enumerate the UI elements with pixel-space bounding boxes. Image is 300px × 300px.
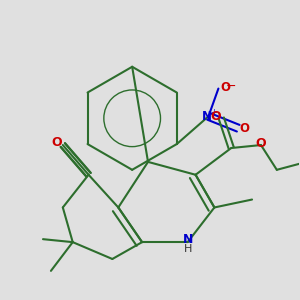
Text: −: −	[226, 80, 236, 93]
Text: O: O	[211, 110, 221, 123]
Text: N: N	[202, 110, 212, 123]
Text: O: O	[239, 122, 249, 135]
Text: O: O	[51, 136, 62, 149]
Text: +: +	[210, 108, 217, 117]
Text: O: O	[256, 137, 266, 150]
Text: N: N	[182, 233, 193, 246]
Text: O: O	[220, 82, 230, 94]
Text: H: H	[184, 244, 192, 254]
